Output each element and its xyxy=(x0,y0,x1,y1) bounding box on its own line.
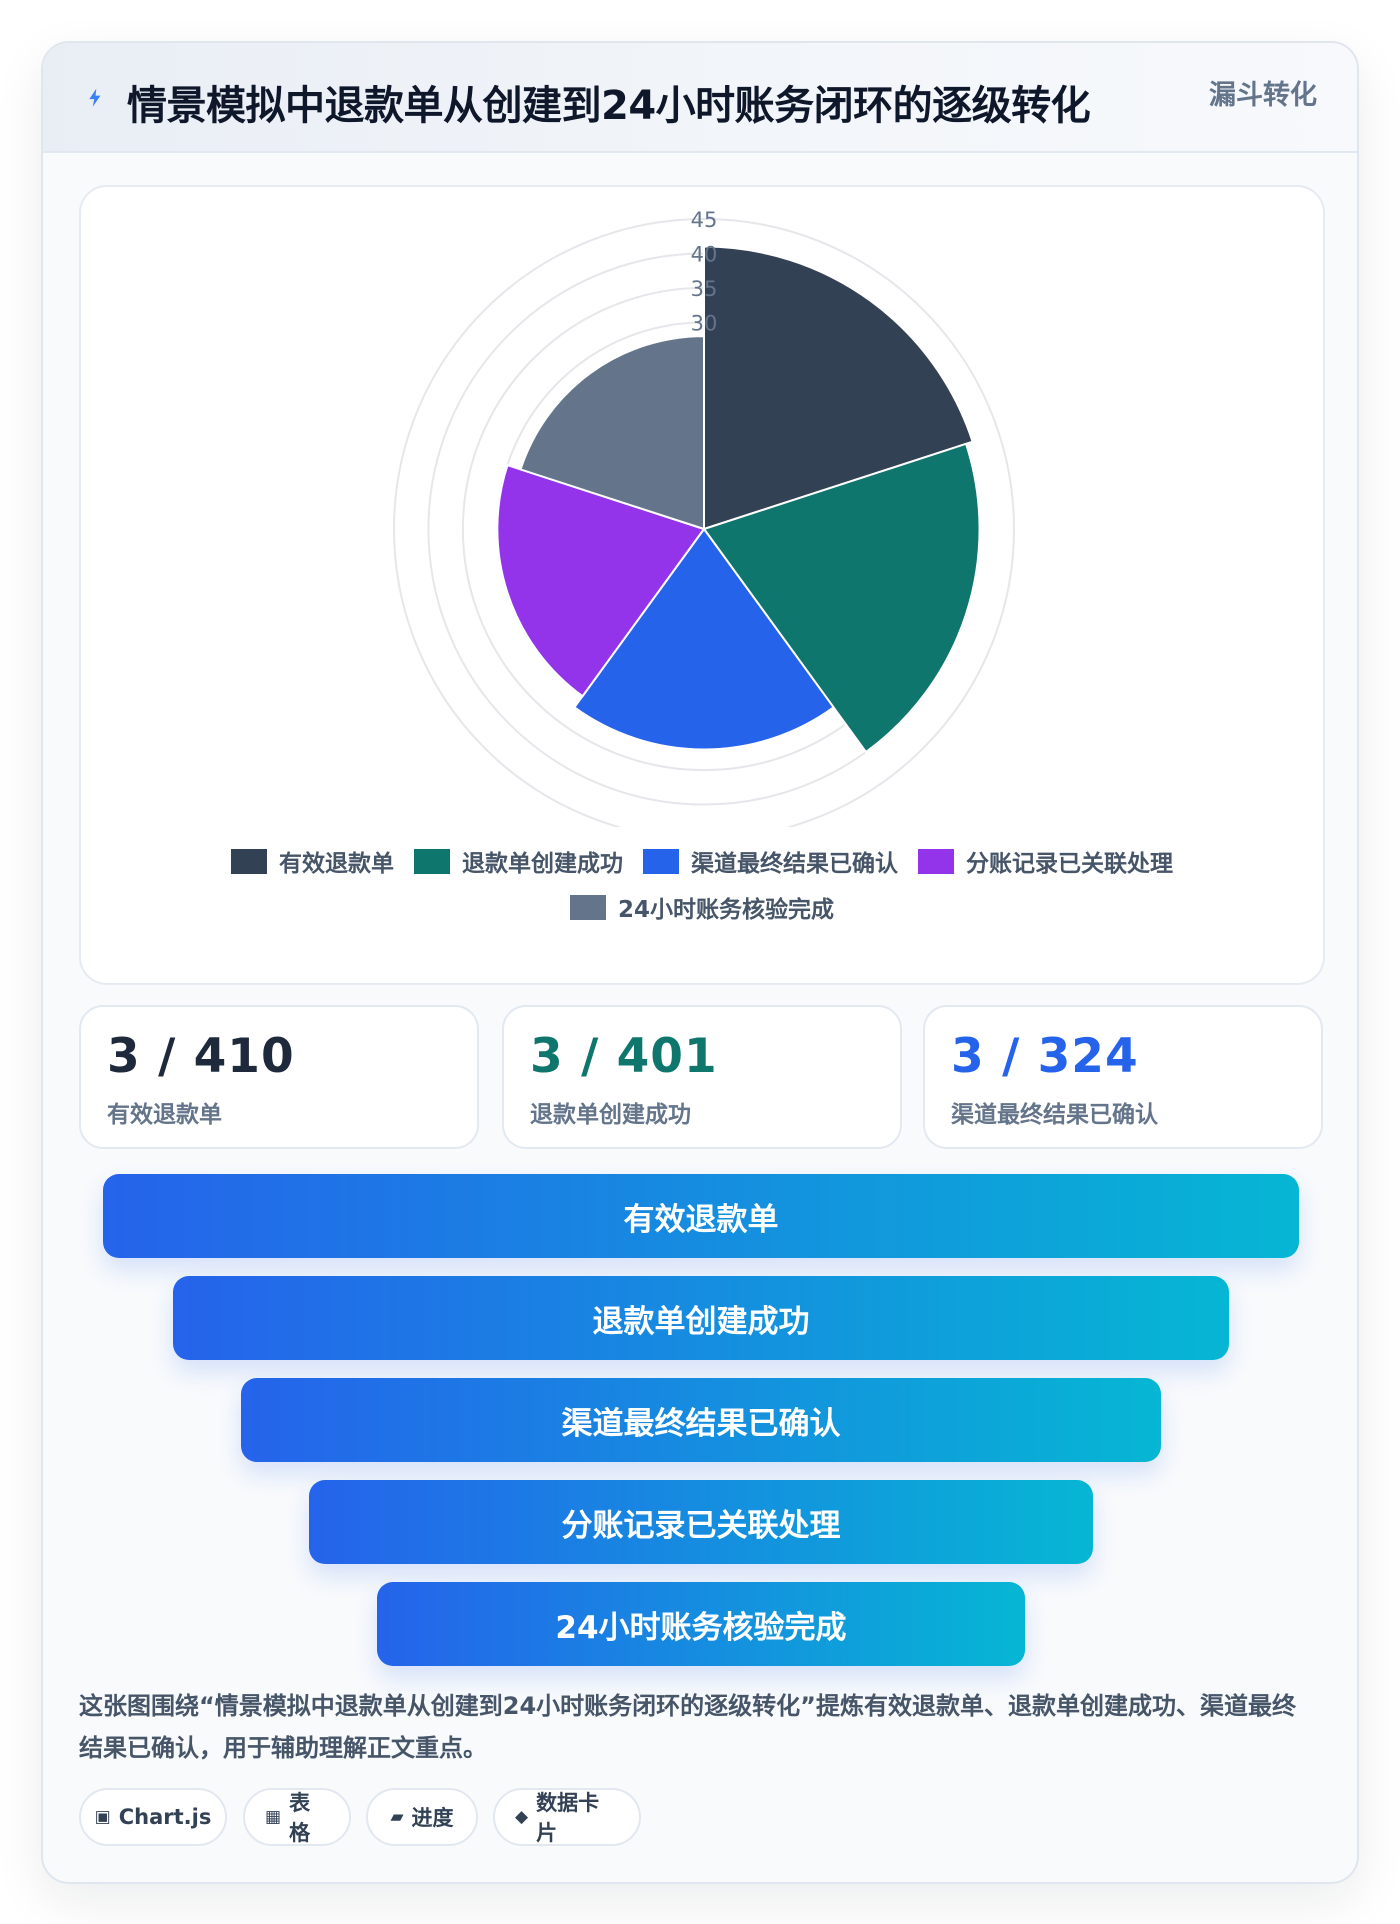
diamond-icon: ◆ xyxy=(515,1807,529,1827)
page-title: 情景模拟中退款单从创建到24小时账务闭环的逐级转化 xyxy=(127,83,1091,129)
chip-label: 进度 xyxy=(411,1806,454,1830)
legend-swatch xyxy=(414,848,450,874)
chip-data-card[interactable]: ◆ 数据卡片 xyxy=(493,1788,641,1846)
chip-label: Chart.js xyxy=(118,1805,212,1829)
chip-progress[interactable]: ▰ 进度 xyxy=(366,1788,478,1846)
chart-type-tag: 漏斗转化 xyxy=(1209,80,1317,111)
progress-icon: ▰ xyxy=(390,1807,404,1827)
r-tick-label: 35 xyxy=(691,277,718,301)
legend-item-3[interactable]: 渠道最终结果已确认 xyxy=(643,847,898,877)
r-tick-label: 30 xyxy=(691,311,718,335)
chip-table[interactable]: ▦ 表格 xyxy=(243,1788,351,1846)
stat-card-2: 3 / 401 退款单创建成功 xyxy=(502,1005,902,1149)
stat-card-3: 3 / 324 渠道最终结果已确认 xyxy=(923,1005,1323,1149)
stat-value: 3 / 401 xyxy=(530,1029,718,1084)
stat-value: 3 / 324 xyxy=(951,1029,1139,1084)
legend-label: 退款单创建成功 xyxy=(462,851,623,877)
funnel-stage-2: 退款单创建成功 xyxy=(173,1276,1229,1360)
table-icon: ▦ xyxy=(265,1807,282,1827)
chart-icon: ▣ xyxy=(94,1807,111,1827)
legend-label: 有效退款单 xyxy=(279,851,394,877)
chip-label: 数据卡片 xyxy=(536,1791,600,1845)
lightning-icon xyxy=(89,88,101,107)
legend-label: 分账记录已关联处理 xyxy=(966,851,1173,877)
card-header: 情景模拟中退款单从创建到24小时账务闭环的逐级转化 漏斗转化 xyxy=(43,43,1357,153)
polar-chart-panel: 30 35 40 45 有效退款单 退款单创建成功 渠道最终结果已确认 分账记录已关联处理 2… xyxy=(79,185,1325,985)
r-tick-label: 45 xyxy=(691,208,718,232)
polar-area-chart: 30 35 40 45 xyxy=(393,208,1015,827)
legend-swatch xyxy=(643,848,679,874)
legend-label: 24小时账务核验完成 xyxy=(617,897,834,923)
polar-slice-5[interactable] xyxy=(519,335,705,531)
legend-item-5[interactable]: 24小时账务核验完成 xyxy=(569,893,834,923)
legend-swatch xyxy=(569,894,606,920)
grid-ring xyxy=(393,218,1015,827)
legend-swatch xyxy=(918,848,954,874)
chart-legend: 有效退款单 退款单创建成功 渠道最终结果已确认 分账记录已关联处理 24小时账务核验完成 xyxy=(81,847,1323,923)
funnel-stage-1: 有效退款单 xyxy=(103,1174,1299,1258)
legend-item-4[interactable]: 分账记录已关联处理 xyxy=(918,847,1173,877)
chip-chartjs[interactable]: ▣ Chart.js xyxy=(79,1788,227,1846)
stat-label: 有效退款单 xyxy=(107,1102,222,1128)
stat-value: 3 / 410 xyxy=(107,1029,295,1084)
stat-card-1: 3 / 410 有效退款单 xyxy=(79,1005,479,1149)
legend-item-2[interactable]: 退款单创建成功 xyxy=(414,847,623,877)
polar-slice-4[interactable] xyxy=(496,463,706,698)
chart-description: 这张图围绕“情景模拟中退款单从创建到24小时账务闭环的逐级转化”提炼有效退款单、… xyxy=(79,1692,1296,1762)
legend-item-1[interactable]: 有效退款单 xyxy=(231,847,394,877)
stat-label: 渠道最终结果已确认 xyxy=(951,1102,1158,1128)
funnel-stage-4: 分账记录已关联处理 xyxy=(309,1480,1093,1564)
legend-label: 渠道最终结果已确认 xyxy=(691,851,898,877)
stat-label: 退款单创建成功 xyxy=(530,1102,691,1128)
legend-swatch xyxy=(231,848,267,874)
chip-label: 表格 xyxy=(289,1791,311,1845)
r-tick-label: 40 xyxy=(691,242,718,266)
polar-slice-1[interactable] xyxy=(703,245,974,531)
chart-card: 情景模拟中退款单从创建到24小时账务闭环的逐级转化 漏斗转化 30 35 40 45 … xyxy=(41,41,1359,1884)
polar-slice-2[interactable] xyxy=(702,442,981,754)
funnel-stage-5: 24小时账务核验完成 xyxy=(377,1582,1025,1666)
funnel-stage-3: 渠道最终结果已确认 xyxy=(241,1378,1161,1462)
polar-slice-3[interactable] xyxy=(573,527,835,751)
